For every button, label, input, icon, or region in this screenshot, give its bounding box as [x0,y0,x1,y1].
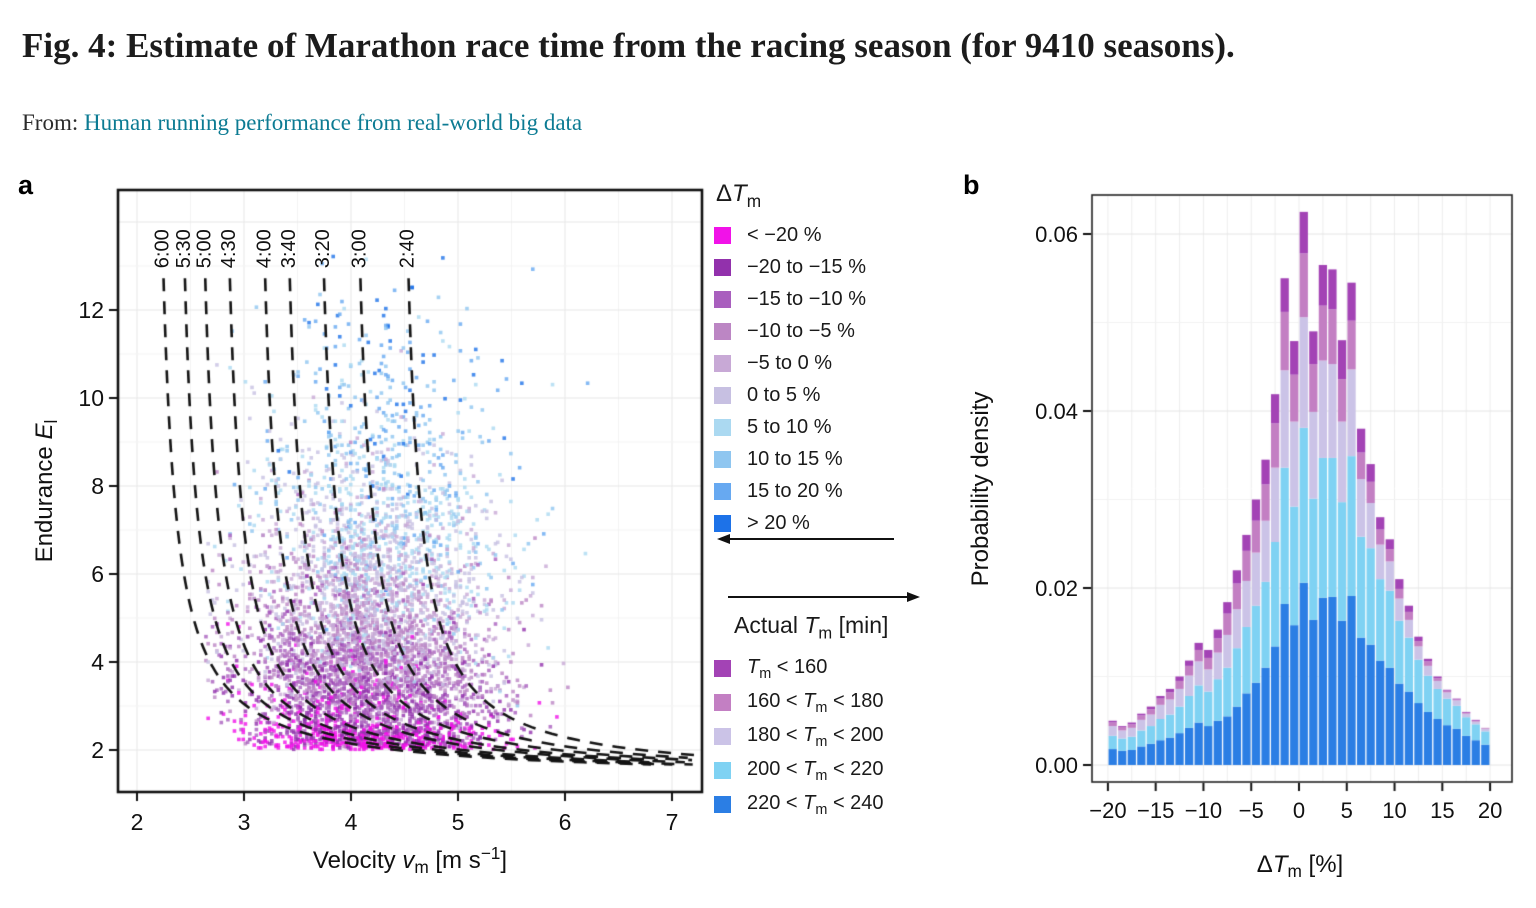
legend-color-swatch [714,387,731,405]
panel-a-letter: a [18,170,34,200]
legend-delta-item: 0 to 5 % [714,380,944,412]
legend-delta-item: −5 to 0 % [714,348,944,380]
legend-color-swatch [714,762,731,780]
legend-color-swatch [714,419,731,437]
legend-color-swatch [714,728,731,746]
legend-color-swatch [714,796,731,814]
legend-color-swatch [714,355,731,373]
legend-actual-tm-title: Actual Tm [min] [734,612,889,643]
legend-item-label: 160 < Tm < 180 [747,689,884,716]
legend-item-label: 220 < Tm < 240 [747,791,884,818]
legend-delta-item: −20 to −15 % [714,252,944,284]
legend-color-swatch [714,323,731,341]
legend-actual-item: Tm < 160 [714,652,954,686]
legend-color-swatch [714,451,731,469]
legend-item-label: −10 to −5 % [747,320,855,343]
from-label: From: [22,110,79,135]
panel-b-letter: b [963,170,980,200]
legend-delta-item: < −20 % [714,220,944,252]
legend-item-label: 5 to 10 % [747,416,832,439]
legend-color-swatch [714,227,731,245]
legend-delta-item: −15 to −10 % [714,284,944,316]
legend-item-label: Tm < 160 [747,655,828,682]
legend-delta-item: 15 to 20 % [714,476,944,508]
legend-item-label: 180 < Tm < 200 [747,723,884,750]
legend-delta-tm: ΔTm < −20 % −20 to −15 % −15 to −10 % −10 t… [714,180,944,540]
legend-item-label: 10 to 15 % [747,448,843,471]
figure-source-line: From: Human running performance from rea… [22,110,582,136]
legend-item-label: −20 to −15 % [747,256,866,279]
legend-color-swatch [714,660,731,678]
legend-delta-item: 10 to 15 % [714,444,944,476]
legend-actual-item: 220 < Tm < 240 [714,788,954,822]
legend-actual-item: 180 < Tm < 200 [714,720,954,754]
legend-item-label: < −20 % [747,224,822,247]
legend-delta-item: −10 to −5 % [714,316,944,348]
legend-delta-item: > 20 % [714,508,944,540]
legend-color-swatch [714,259,731,277]
legend-actual-tm: Actual Tm [min] Tm < 160 160 < Tm < 180 18… [714,612,954,822]
legend-color-swatch [714,483,731,501]
legend-item-label: 0 to 5 % [747,384,821,407]
figure-title: Fig. 4: Estimate of Marathon race time f… [22,26,1235,65]
legend-item-label: −15 to −10 % [747,288,866,311]
legend-color-swatch [714,291,731,309]
legend-delta-item: 5 to 10 % [714,412,944,444]
legend-delta-tm-title: ΔTm [716,180,762,211]
legend-actual-item: 160 < Tm < 180 [714,686,954,720]
legend-color-swatch [714,694,731,712]
legend-item-label: 200 < Tm < 220 [747,757,884,784]
legend-color-swatch [714,515,731,533]
legend-actual-item: 200 < Tm < 220 [714,754,954,788]
legend-item-label: 15 to 20 % [747,480,843,503]
source-article-link[interactable]: Human running performance from real-worl… [83,110,583,135]
arrow-left-icon [716,531,896,552]
legend-item-label: > 20 % [747,512,810,535]
legend-item-label: −5 to 0 % [747,352,833,375]
arrow-right-icon [726,589,921,610]
